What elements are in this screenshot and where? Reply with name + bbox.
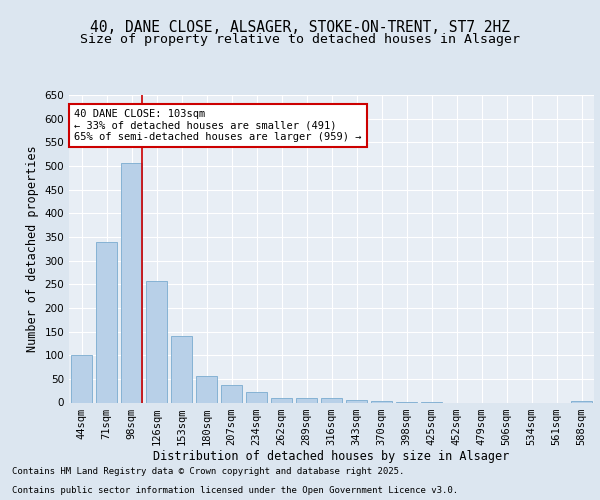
Text: Size of property relative to detached houses in Alsager: Size of property relative to detached ho…: [80, 32, 520, 46]
Bar: [221, 384, 242, 402]
Bar: [321, 398, 342, 402]
Y-axis label: Number of detached properties: Number of detached properties: [26, 146, 39, 352]
Bar: [246, 392, 267, 402]
Bar: [121, 162, 142, 402]
Bar: [346, 400, 367, 402]
Bar: [296, 398, 317, 402]
Text: 40 DANE CLOSE: 103sqm
← 33% of detached houses are smaller (491)
65% of semi-det: 40 DANE CLOSE: 103sqm ← 33% of detached …: [74, 109, 362, 142]
Bar: [371, 400, 392, 402]
Bar: [271, 398, 292, 402]
Text: Contains public sector information licensed under the Open Government Licence v3: Contains public sector information licen…: [12, 486, 458, 495]
Text: Contains HM Land Registry data © Crown copyright and database right 2025.: Contains HM Land Registry data © Crown c…: [12, 467, 404, 476]
Bar: [146, 281, 167, 402]
Bar: [96, 242, 117, 402]
Bar: [71, 355, 92, 403]
Bar: [571, 400, 592, 402]
X-axis label: Distribution of detached houses by size in Alsager: Distribution of detached houses by size …: [154, 450, 509, 464]
Bar: [171, 336, 192, 402]
Text: 40, DANE CLOSE, ALSAGER, STOKE-ON-TRENT, ST7 2HZ: 40, DANE CLOSE, ALSAGER, STOKE-ON-TRENT,…: [90, 20, 510, 35]
Bar: [196, 376, 217, 402]
